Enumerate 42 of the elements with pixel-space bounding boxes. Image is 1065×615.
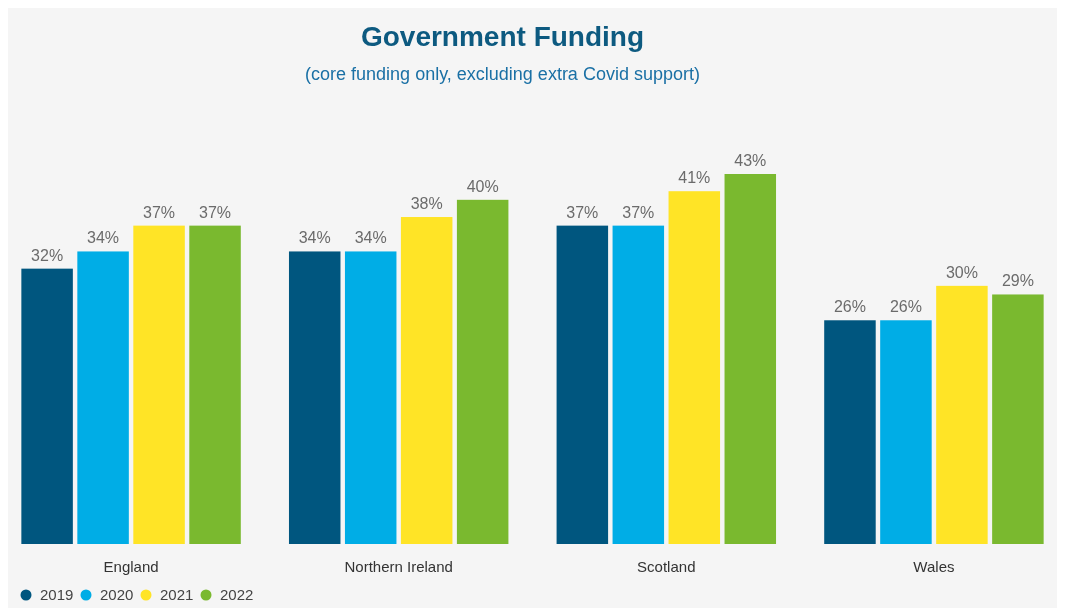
- bar: [77, 251, 129, 544]
- bar: [668, 191, 721, 544]
- bar: [824, 320, 876, 544]
- data-label: 43%: [734, 152, 767, 169]
- x-tick-label: Northern Ireland: [344, 558, 453, 575]
- legend-label: 2020: [100, 586, 134, 603]
- chart-subtitle: (core funding only, excluding extra Covid support): [305, 64, 700, 84]
- bar: [556, 225, 609, 544]
- bar: [400, 217, 453, 544]
- data-label: 37%: [566, 203, 599, 221]
- legend-label: 2019: [40, 586, 74, 603]
- bar: [456, 199, 509, 544]
- bar: [344, 251, 397, 544]
- bar: [133, 225, 185, 544]
- data-label: 34%: [298, 229, 331, 247]
- legend-label: 2022: [220, 586, 254, 603]
- bar: [612, 225, 665, 544]
- data-label: 26%: [833, 298, 866, 316]
- bar: [21, 268, 73, 544]
- data-label: 32%: [31, 246, 64, 264]
- data-label: 34%: [354, 229, 387, 247]
- data-label: 26%: [889, 298, 922, 316]
- data-label: 29%: [1001, 272, 1034, 290]
- bar: [936, 285, 988, 544]
- data-label: 38%: [410, 195, 443, 213]
- x-tick-label: England: [103, 558, 159, 575]
- data-label: 40%: [466, 177, 499, 195]
- data-label: 37%: [622, 203, 655, 221]
- x-tick-label: Scotland: [637, 558, 696, 575]
- x-tick-label: Wales: [913, 558, 955, 575]
- data-label: 37%: [199, 203, 232, 221]
- data-label: 30%: [945, 263, 978, 281]
- bar: [992, 294, 1044, 544]
- bar: [880, 320, 932, 544]
- chart-title: Government Funding: [360, 21, 645, 52]
- bar: [189, 225, 241, 544]
- legend-label: 2021: [160, 586, 194, 603]
- data-label: 34%: [87, 229, 120, 247]
- data-label: 37%: [143, 203, 176, 221]
- bar: [288, 251, 341, 544]
- data-label: 41%: [678, 169, 711, 187]
- bar: [724, 174, 777, 544]
